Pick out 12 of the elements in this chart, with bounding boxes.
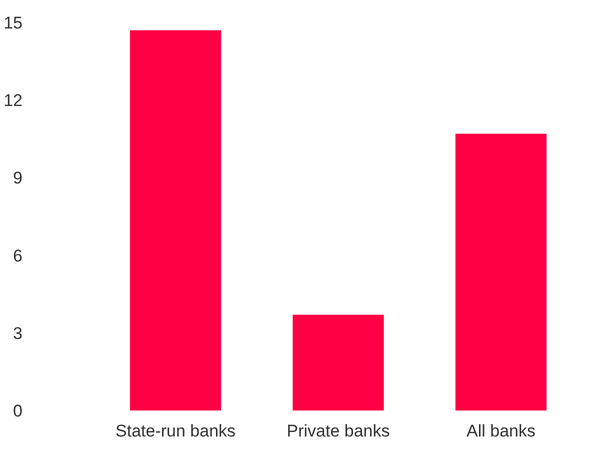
bar [130,30,222,410]
x-tick-label: All banks [466,422,536,440]
y-tick-label: 9 [13,168,23,188]
bar [455,134,547,410]
x-tick-label: Private banks [286,422,390,440]
y-tick-label: 12 [4,91,23,110]
x-tick-label: State-run banks [116,422,236,440]
bar [292,314,384,410]
y-tick-label: 3 [13,324,23,343]
y-tick-label: 6 [13,246,23,266]
y-tick-label: 0 [13,402,23,420]
y-tick-label: 15 [4,14,23,32]
